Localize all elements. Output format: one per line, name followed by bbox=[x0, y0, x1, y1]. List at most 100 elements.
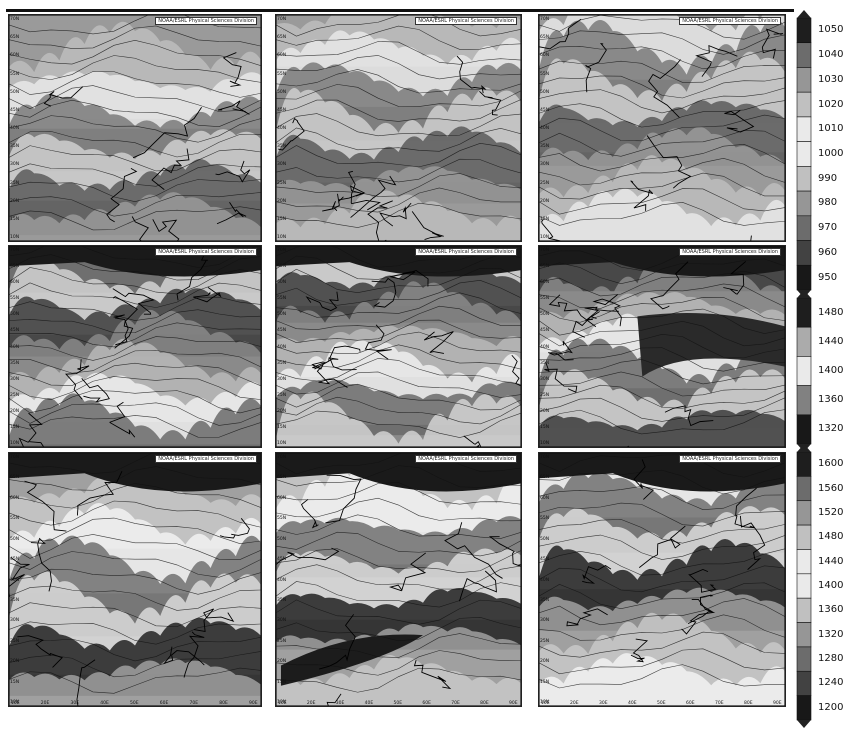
lat-tick-label: 45N bbox=[10, 107, 20, 113]
lat-tick-label: 20N bbox=[540, 659, 550, 665]
lat-tick-label: 50N bbox=[10, 89, 20, 95]
lat-tick-label: 10N bbox=[540, 235, 550, 240]
colorbar-tick-label: 1320 bbox=[818, 423, 844, 435]
lat-tick-label: 65N bbox=[540, 35, 550, 41]
lat-tick-label: 55N bbox=[10, 71, 20, 77]
lat-tick-label: 65N bbox=[10, 264, 20, 270]
colorbar-tick-label: 1280 bbox=[818, 653, 844, 665]
colorbar-tick-label: 1050 bbox=[818, 24, 844, 36]
lon-tick-label: 10E bbox=[11, 701, 20, 706]
colorbar-tick-label: 1320 bbox=[818, 628, 844, 640]
colorbar-tick-label: 1480 bbox=[818, 531, 844, 543]
lon-tick-label: 40E bbox=[100, 701, 109, 706]
lat-tick-label: 50N bbox=[10, 536, 20, 542]
lon-tick-label: 90E bbox=[249, 701, 258, 706]
lon-tick-label: 40E bbox=[628, 701, 637, 706]
lat-tick-label: 70N bbox=[540, 17, 550, 22]
lat-tick-label: 60N bbox=[540, 280, 550, 286]
map-field bbox=[9, 453, 261, 706]
lat-tick-label: 50N bbox=[540, 312, 550, 318]
lat-tick-label: 20N bbox=[10, 408, 20, 414]
lat-tick-label: 70N bbox=[277, 455, 287, 460]
lat-tick-label: 20N bbox=[277, 408, 287, 414]
lat-tick-label: 35N bbox=[10, 597, 20, 603]
lat-tick-label: 15N bbox=[10, 424, 20, 430]
lat-tick-label: 20N bbox=[277, 659, 287, 665]
lat-tick-label: 45N bbox=[277, 328, 287, 334]
lat-tick-label: 65N bbox=[277, 35, 287, 41]
lat-tick-label: 65N bbox=[540, 264, 550, 270]
lat-tick-label: 55N bbox=[540, 516, 550, 522]
lat-tick-label: 65N bbox=[10, 475, 20, 481]
lat-tick-label: 35N bbox=[10, 144, 20, 150]
credit-label: NOAA/ESRL Physical Sciences Division bbox=[155, 17, 257, 25]
lat-tick-label: 70N bbox=[540, 455, 550, 460]
lat-tick-label: 30N bbox=[10, 376, 20, 382]
map-field bbox=[539, 246, 785, 447]
lon-tick-label: 60E bbox=[159, 701, 169, 706]
credit-label: NOAA/ESRL Physical Sciences Division bbox=[415, 248, 517, 256]
lat-tick-label: 70N bbox=[540, 248, 550, 253]
lat-tick-label: 30N bbox=[540, 618, 550, 624]
lat-tick-label: 30N bbox=[540, 162, 550, 168]
lat-tick-label: 25N bbox=[10, 638, 20, 644]
lon-tick-label: 40E bbox=[364, 701, 374, 706]
lat-tick-label: 55N bbox=[277, 296, 287, 302]
lat-tick-label: 35N bbox=[277, 144, 287, 150]
lat-tick-label: 55N bbox=[540, 296, 550, 302]
map-panel-r0-c0: NOAA/ESRL Physical Sciences Division 70N 6… bbox=[8, 14, 262, 242]
lat-tick-label: 65N bbox=[10, 35, 20, 41]
credit-label: NOAA/ESRL Physical Sciences Division bbox=[155, 455, 257, 463]
lat-tick-label: 10N bbox=[540, 700, 550, 705]
lat-tick-label: 35N bbox=[540, 597, 550, 603]
lat-tick-label: 25N bbox=[277, 180, 287, 186]
colorbar-tick-label: 1400 bbox=[818, 365, 844, 376]
lat-tick-label: 65N bbox=[277, 264, 287, 270]
lon-tick-label: 60E bbox=[686, 701, 695, 706]
lat-tick-label: 40N bbox=[277, 577, 287, 583]
lon-tick-label: 10E bbox=[541, 701, 550, 706]
lat-tick-label: 70N bbox=[10, 17, 20, 22]
lat-tick-label: 45N bbox=[10, 328, 20, 334]
lat-tick-label: 15N bbox=[540, 424, 550, 430]
lat-tick-label: 20N bbox=[10, 198, 20, 204]
lat-tick-label: 20N bbox=[540, 408, 550, 414]
map-panel-r2-c2: NOAA/ESRL Physical Sciences Division 70N 6… bbox=[538, 452, 786, 707]
lat-tick-label: 15N bbox=[540, 216, 550, 222]
lat-tick-label: 70N bbox=[277, 17, 287, 22]
lat-tick-label: 25N bbox=[277, 392, 287, 398]
lat-tick-label: 30N bbox=[10, 618, 20, 624]
lon-tick-label: 50E bbox=[393, 701, 403, 706]
lat-tick-label: 45N bbox=[277, 557, 287, 563]
lon-tick-label: 70E bbox=[451, 701, 460, 706]
colorbar-tick-label: 1040 bbox=[818, 49, 844, 61]
lat-tick-label: 50N bbox=[277, 536, 287, 542]
lat-tick-label: 70N bbox=[277, 248, 287, 253]
lat-tick-label: 50N bbox=[540, 89, 550, 95]
lat-tick-label: 60N bbox=[277, 495, 287, 501]
lat-tick-label: 10N bbox=[277, 700, 287, 705]
lat-tick-label: 35N bbox=[277, 360, 287, 366]
lon-tick-label: 80E bbox=[744, 701, 753, 706]
lon-tick-label: 30E bbox=[599, 701, 608, 706]
lat-tick-label: 45N bbox=[10, 557, 20, 563]
map-field bbox=[539, 15, 785, 241]
lat-tick-label: 40N bbox=[277, 126, 287, 131]
lon-tick-label: 50E bbox=[130, 701, 139, 706]
map-panel-r2-c1: NOAA/ESRL Physical Sciences Division 70N 6… bbox=[275, 452, 522, 707]
map-panel-r0-c1: NOAA/ESRL Physical Sciences Division 70N 6… bbox=[275, 14, 522, 242]
map-field bbox=[539, 453, 785, 706]
lat-tick-label: 55N bbox=[540, 71, 550, 77]
lon-tick-label: 20E bbox=[570, 701, 579, 706]
colorbar-tick-label: 1020 bbox=[818, 98, 844, 110]
colorbar-tick-label: 1000 bbox=[818, 148, 844, 159]
lat-tick-label: 10N bbox=[10, 441, 20, 446]
map-panel-r1-c2: NOAA/ESRL Physical Sciences Division 70N 6… bbox=[538, 245, 786, 448]
lat-tick-label: 10N bbox=[277, 235, 287, 240]
lat-tick-label: 60N bbox=[540, 495, 550, 501]
lat-tick-label: 25N bbox=[540, 638, 550, 644]
lat-tick-label: 20N bbox=[540, 198, 550, 204]
lat-tick-label: 25N bbox=[540, 180, 550, 186]
